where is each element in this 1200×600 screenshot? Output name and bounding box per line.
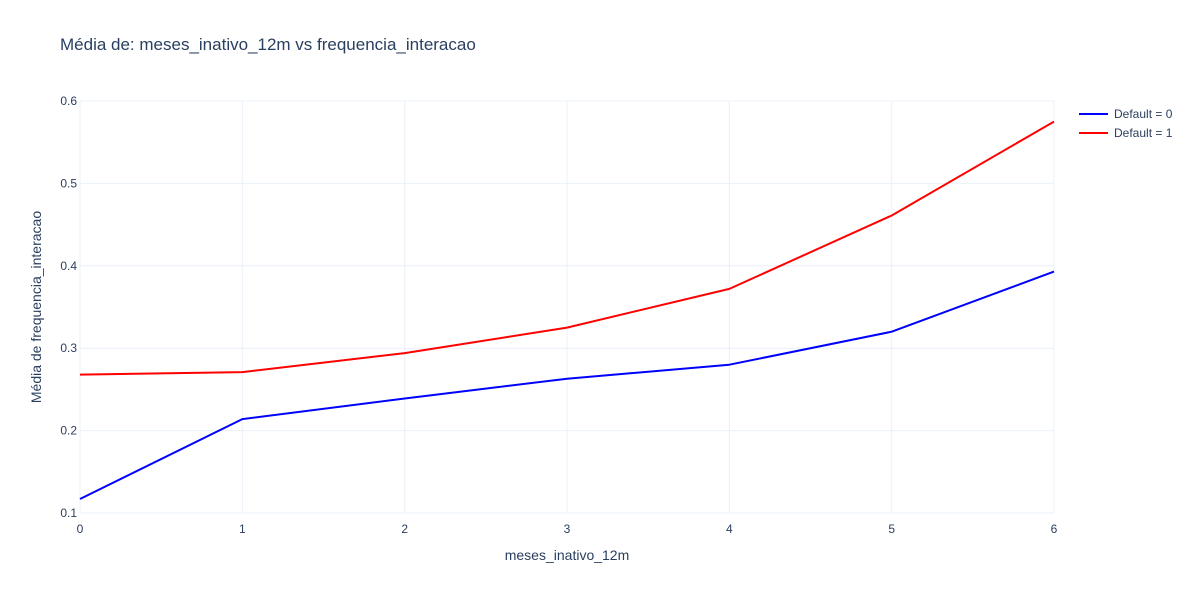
series-line-0 xyxy=(79,270,1055,500)
x-tick-label: 4 xyxy=(726,522,733,536)
legend-item[interactable]: Default = 0 xyxy=(1079,107,1173,121)
x-tick-label: 0 xyxy=(77,522,84,536)
legend-label: Default = 1 xyxy=(1114,126,1173,140)
x-axis-title: meses_inativo_12m xyxy=(505,547,630,563)
x-tick-label: 3 xyxy=(564,522,571,536)
y-tick-label: 0.1 xyxy=(60,506,77,520)
y-axis-ticks: 0.1 0.2 0.3 0.4 0.5 0.6 xyxy=(60,94,77,520)
y-tick-label: 0.6 xyxy=(60,94,77,108)
legend-label: Default = 0 xyxy=(1114,107,1173,121)
y-tick-label: 0.2 xyxy=(60,424,77,438)
series-line-1 xyxy=(79,120,1055,376)
legend: Default = 0 Default = 1 xyxy=(1079,107,1173,140)
x-axis-ticks: 0 1 2 3 4 5 6 xyxy=(77,522,1058,536)
x-tick-label: 1 xyxy=(239,522,246,536)
y-tick-label: 0.5 xyxy=(60,176,77,190)
x-tick-label: 6 xyxy=(1051,522,1058,536)
grid xyxy=(79,100,1055,514)
x-tick-label: 5 xyxy=(888,522,895,536)
x-tick-label: 2 xyxy=(401,522,408,536)
series-lines xyxy=(79,120,1055,500)
y-tick-label: 0.3 xyxy=(60,341,77,355)
chart-title: Média de: meses_inativo_12m vs frequenci… xyxy=(60,35,476,54)
y-axis-title: Média de frequencia_interacao xyxy=(28,211,44,403)
y-tick-label: 0.4 xyxy=(60,259,77,273)
legend-item[interactable]: Default = 1 xyxy=(1079,126,1173,140)
